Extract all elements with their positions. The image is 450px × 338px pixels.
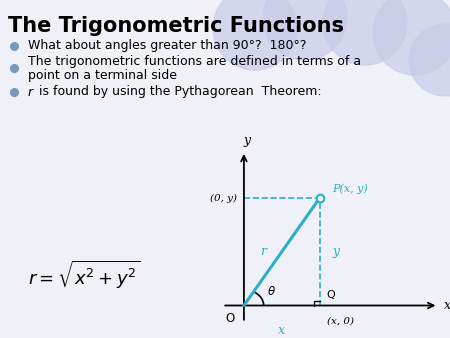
Text: What about angles greater than 90°?  180°?: What about angles greater than 90°? 180°… bbox=[28, 40, 306, 52]
Circle shape bbox=[373, 0, 450, 75]
Text: point on a terminal side: point on a terminal side bbox=[28, 69, 177, 81]
Text: (x, 0): (x, 0) bbox=[327, 317, 354, 326]
Text: y: y bbox=[244, 134, 251, 147]
Text: x: x bbox=[444, 299, 450, 312]
Text: is found by using the Pythagorean  Theorem:: is found by using the Pythagorean Theore… bbox=[35, 86, 322, 98]
Circle shape bbox=[213, 0, 297, 70]
Text: The trigonometric functions are defined in terms of a: The trigonometric functions are defined … bbox=[28, 54, 361, 68]
Text: r: r bbox=[260, 245, 266, 258]
Text: x: x bbox=[278, 324, 285, 337]
Circle shape bbox=[263, 0, 347, 60]
Circle shape bbox=[323, 0, 407, 65]
Text: $\mathit{r} = \sqrt{\mathit{x}^2 + \mathit{y}^2}$: $\mathit{r} = \sqrt{\mathit{x}^2 + \math… bbox=[28, 259, 141, 291]
Text: (0, y): (0, y) bbox=[210, 194, 237, 203]
Text: P(x, y): P(x, y) bbox=[332, 184, 368, 194]
Text: r: r bbox=[28, 86, 33, 98]
Text: $\theta$: $\theta$ bbox=[267, 285, 276, 298]
Text: The Trigonometric Functions: The Trigonometric Functions bbox=[8, 16, 344, 36]
Circle shape bbox=[409, 24, 450, 96]
Text: y: y bbox=[332, 245, 339, 258]
Text: Q: Q bbox=[327, 290, 335, 300]
Text: O: O bbox=[225, 312, 234, 325]
